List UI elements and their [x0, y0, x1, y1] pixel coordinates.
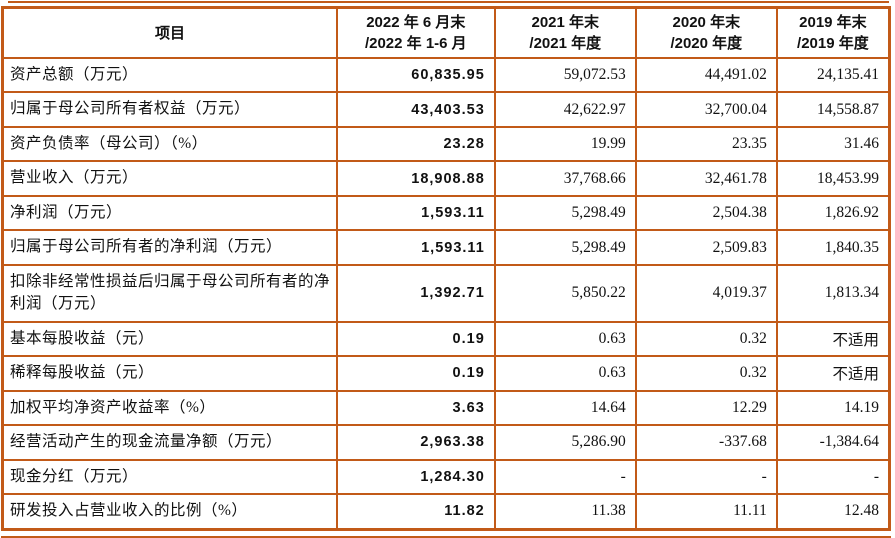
cell-value: 不适用 [775, 355, 891, 392]
cell-value: 1,392.71 [335, 263, 496, 323]
table-row: 研发投入占营业收入的比例（%） 11.82 11.38 11.11 12.48 [1, 493, 891, 531]
row-label: 资产总额（万元） [1, 56, 338, 94]
cell-value: 31.46 [775, 125, 891, 163]
header-period-2022-line2: /2022 年 1-6 月 [364, 35, 467, 52]
cell-value: 0.32 [634, 355, 778, 392]
header-period-2020: 2020 年末 /2020 年度 [634, 6, 778, 59]
table-row: 加权平均净资产收益率（%） 3.63 14.64 12.29 14.19 [1, 389, 891, 427]
cell-value: 1,813.34 [775, 263, 891, 323]
header-period-2021: 2021 年末 /2021 年度 [493, 6, 637, 59]
row-label: 资产负债率（母公司）（%） [1, 125, 338, 163]
row-label: 基本每股收益（元） [1, 320, 338, 358]
header-row: 项目 2022 年 6 月末 /2022 年 1-6 月 2021 年末 /20… [1, 6, 891, 59]
cell-value: 0.63 [493, 355, 637, 392]
row-label: 归属于母公司所有者的净利润（万元） [1, 229, 338, 266]
cell-value: 37,768.66 [493, 160, 637, 197]
table-row: 扣除非经常性损益后归属于母公司所有者的净利润（万元） 1,392.71 5,85… [1, 263, 891, 323]
cell-value: 0.32 [634, 320, 778, 358]
cell-value: 1,593.11 [335, 229, 496, 266]
row-label: 扣除非经常性损益后归属于母公司所有者的净利润（万元） [1, 263, 338, 323]
header-period-2019-line2: /2019 年度 [797, 35, 869, 52]
cell-value: 23.28 [335, 125, 496, 163]
cell-value: 1,826.92 [775, 194, 891, 232]
cell-value: 1,840.35 [775, 229, 891, 266]
header-period-2019: 2019 年末 /2019 年度 [775, 6, 891, 59]
table-row: 资产负债率（母公司）（%） 23.28 19.99 23.35 31.46 [1, 125, 891, 163]
cell-value: 44,491.02 [634, 56, 778, 94]
table-row: 归属于母公司所有者的净利润（万元） 1,593.11 5,298.49 2,50… [1, 229, 891, 266]
cell-value: 5,286.90 [493, 424, 637, 461]
cell-value: 1,593.11 [335, 194, 496, 232]
cell-value: 42,622.97 [493, 91, 637, 128]
cell-value: 不适用 [775, 320, 891, 358]
cell-value: 24,135.41 [775, 56, 891, 94]
header-item: 项目 [1, 6, 338, 59]
row-label: 营业收入（万元） [1, 160, 338, 197]
cell-value: - [493, 458, 637, 496]
cell-value: 59,072.53 [493, 56, 637, 94]
cell-value: 23.35 [634, 125, 778, 163]
header-period-2021-line2: /2021 年度 [529, 35, 602, 52]
header-period-2019-line1: 2019 年末 [799, 14, 867, 31]
cell-value: 5,850.22 [493, 263, 637, 323]
table-row: 资产总额（万元） 60,835.95 59,072.53 44,491.02 2… [1, 56, 891, 94]
cell-value: -337.68 [634, 424, 778, 461]
cell-value: 12.29 [634, 389, 778, 427]
cell-value: - [634, 458, 778, 496]
top-rule [8, 1, 889, 3]
row-label: 净利润（万元） [1, 194, 338, 232]
cell-value: 14.64 [493, 389, 637, 427]
cell-value: 5,298.49 [493, 229, 637, 266]
bottom-rule [1, 535, 891, 538]
table-row: 基本每股收益（元） 0.19 0.63 0.32 不适用 [1, 320, 891, 358]
row-label: 稀释每股收益（元） [1, 355, 338, 392]
cell-value: 2,509.83 [634, 229, 778, 266]
cell-value: 43,403.53 [335, 91, 496, 128]
cell-value: 32,461.78 [634, 160, 778, 197]
cell-value: 4,019.37 [634, 263, 778, 323]
cell-value: 11.11 [634, 493, 778, 531]
cell-value: 18,453.99 [775, 160, 891, 197]
header-period-2020-line2: /2020 年度 [670, 35, 743, 52]
cell-value: 1,284.30 [335, 458, 496, 496]
cell-value: -1,384.64 [775, 424, 891, 461]
cell-value: 2,963.38 [335, 424, 496, 461]
cell-value: 60,835.95 [335, 56, 496, 94]
table-row: 归属于母公司所有者权益（万元） 43,403.53 42,622.97 32,7… [1, 91, 891, 128]
cell-value: 14,558.87 [775, 91, 891, 128]
table-row: 现金分红（万元） 1,284.30 - - - [1, 458, 891, 496]
table-row: 营业收入（万元） 18,908.88 37,768.66 32,461.78 1… [1, 160, 891, 197]
cell-value: 11.82 [335, 493, 496, 531]
cell-value: 0.63 [493, 320, 637, 358]
table-row: 稀释每股收益（元） 0.19 0.63 0.32 不适用 [1, 355, 891, 392]
cell-value: 11.38 [493, 493, 637, 531]
cell-value: 32,700.04 [634, 91, 778, 128]
cell-value: 18,908.88 [335, 160, 496, 197]
row-label: 现金分红（万元） [1, 458, 338, 496]
row-label: 研发投入占营业收入的比例（%） [1, 493, 338, 531]
cell-value: 2,504.38 [634, 194, 778, 232]
cell-value: 19.99 [493, 125, 637, 163]
table-row: 经营活动产生的现金流量净额（万元） 2,963.38 5,286.90 -337… [1, 424, 891, 461]
row-label: 归属于母公司所有者权益（万元） [1, 91, 338, 128]
header-period-2022-line1: 2022 年 6 月末 [366, 14, 466, 31]
header-period-2022: 2022 年 6 月末 /2022 年 1-6 月 [335, 6, 496, 59]
cell-value: 5,298.49 [493, 194, 637, 232]
cell-value: 12.48 [775, 493, 891, 531]
cell-value: - [775, 458, 891, 496]
cell-value: 3.63 [335, 389, 496, 427]
cell-value: 0.19 [335, 355, 496, 392]
row-label: 经营活动产生的现金流量净额（万元） [1, 424, 338, 461]
header-period-2020-line1: 2020 年末 [672, 14, 741, 31]
table-row: 净利润（万元） 1,593.11 5,298.49 2,504.38 1,826… [1, 194, 891, 232]
cell-value: 0.19 [335, 320, 496, 358]
header-period-2021-line1: 2021 年末 [531, 14, 600, 31]
financial-indicators-table: 项目 2022 年 6 月末 /2022 年 1-6 月 2021 年末 /20… [1, 6, 891, 531]
row-label: 加权平均净资产收益率（%） [1, 389, 338, 427]
cell-value: 14.19 [775, 389, 891, 427]
